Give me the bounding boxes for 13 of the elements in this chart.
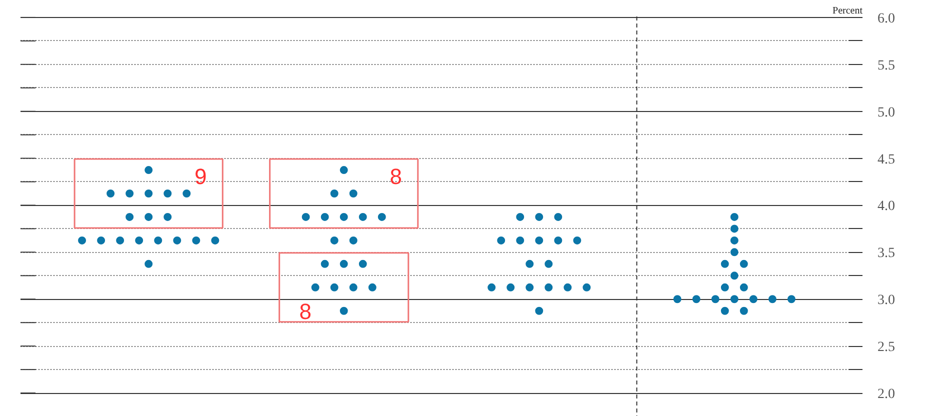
y-tick-label: 3.0 [878,293,895,308]
annotation: 8 [299,298,312,324]
y-tick-label: 2.5 [878,340,895,356]
y-tick-label: 4.0 [878,199,895,214]
y-tick-label: 5.0 [878,105,895,120]
y-tick-label: 4.5 [878,152,895,168]
y-axis-title: Percent [832,6,863,16]
y-tick-label: 2.0 [878,387,895,402]
y-tick-label: 6.0 [878,11,895,26]
y-tick-label: 5.5 [878,58,895,74]
annotation: 8 [390,164,402,190]
y-tick-label: 3.5 [878,246,895,262]
annotation: 9 [194,164,207,190]
